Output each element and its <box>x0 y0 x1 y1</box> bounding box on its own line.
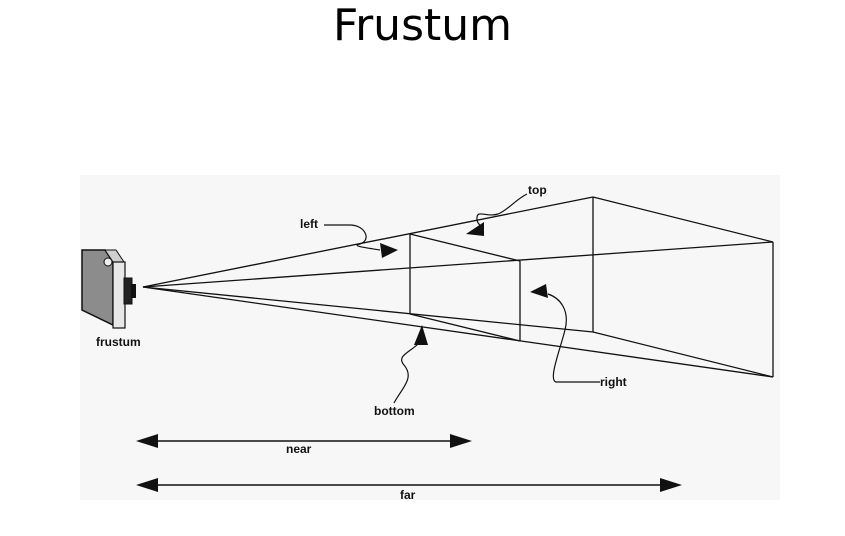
slide-title: Frustum <box>332 0 512 51</box>
camera-label: frustum <box>96 335 141 349</box>
left-callout <box>324 224 398 258</box>
far-label: far <box>400 488 416 502</box>
right-callout <box>530 284 600 383</box>
bottom-callout <box>393 325 428 404</box>
camera-icon <box>81 249 136 329</box>
top-label: top <box>528 183 547 197</box>
near-distance-arrow <box>136 434 472 448</box>
bottom-label: bottom <box>374 404 415 418</box>
left-label: left <box>300 217 318 231</box>
far-distance-arrow <box>136 478 682 492</box>
right-label: right <box>600 375 627 389</box>
near-plane <box>409 233 521 342</box>
far-plane <box>592 196 774 378</box>
near-label: near <box>286 442 312 456</box>
top-callout <box>466 193 528 236</box>
view-rays <box>142 196 774 378</box>
